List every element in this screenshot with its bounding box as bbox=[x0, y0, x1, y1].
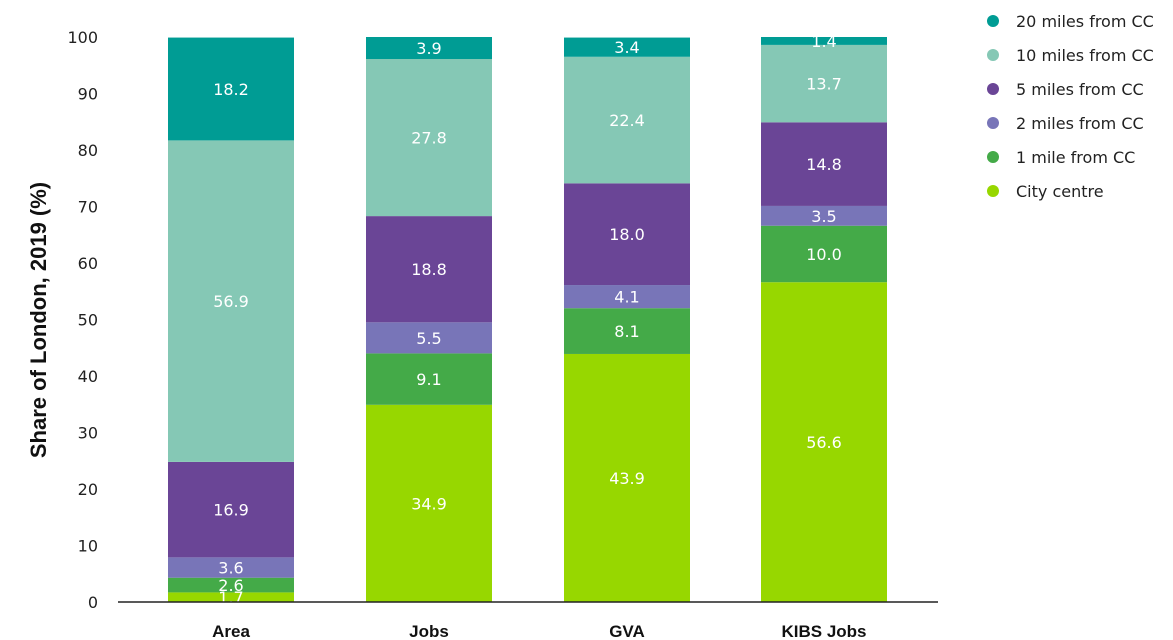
legend-marker bbox=[987, 185, 999, 197]
data-label: 13.7 bbox=[806, 75, 842, 94]
bar-segment bbox=[564, 353, 690, 602]
data-label: 3.5 bbox=[811, 207, 836, 226]
y-tick-label: 80 bbox=[78, 141, 98, 160]
x-tick-label: GVA bbox=[609, 622, 645, 640]
data-label: 56.6 bbox=[806, 433, 842, 452]
data-label: 9.1 bbox=[416, 370, 441, 389]
bar-segment bbox=[366, 322, 492, 354]
legend-marker bbox=[987, 117, 999, 129]
legend-marker bbox=[987, 49, 999, 61]
data-label: 14.8 bbox=[806, 155, 842, 174]
y-tick-label: 70 bbox=[78, 198, 98, 217]
data-label: 1.4 bbox=[811, 32, 836, 51]
bar-segment bbox=[168, 557, 294, 578]
bar-segment bbox=[366, 59, 492, 217]
legend: 20 miles from CC 10 miles from CC 5 miles … bbox=[987, 12, 1154, 201]
data-label: 43.9 bbox=[609, 469, 645, 488]
bar-segment bbox=[761, 37, 887, 45]
bar-segment bbox=[564, 37, 690, 57]
y-axis-label: Share of London, 2019 (%) bbox=[26, 182, 51, 458]
data-label: 27.8 bbox=[411, 129, 447, 148]
data-label: 3.9 bbox=[416, 39, 441, 58]
data-label: 3.4 bbox=[614, 38, 639, 57]
bar-segment bbox=[366, 37, 492, 60]
bar-segment bbox=[168, 592, 294, 602]
y-tick-label: 20 bbox=[78, 480, 98, 499]
data-label: 16.9 bbox=[213, 501, 249, 520]
data-label: 4.1 bbox=[614, 288, 639, 307]
x-tick-label: KIBS Jobs bbox=[781, 622, 866, 640]
legend-marker bbox=[987, 83, 999, 95]
bar-segment bbox=[168, 461, 294, 558]
data-label: 34.9 bbox=[411, 494, 447, 513]
legend-label: 5 miles from CC bbox=[1016, 80, 1144, 99]
y-tick-label: 50 bbox=[78, 311, 98, 330]
data-label: 18.8 bbox=[411, 260, 447, 279]
bar-segment bbox=[168, 140, 294, 462]
bar-segment bbox=[366, 404, 492, 602]
x-tick-label: Area bbox=[212, 622, 250, 640]
legend-label: City centre bbox=[1016, 182, 1104, 201]
legend-marker bbox=[987, 151, 999, 163]
data-label: 3.6 bbox=[218, 559, 243, 578]
data-label: 22.4 bbox=[609, 111, 645, 130]
bar-segment bbox=[564, 308, 690, 354]
data-label: 56.9 bbox=[213, 292, 249, 311]
data-label: 2.6 bbox=[218, 576, 243, 595]
legend-label: 10 miles from CC bbox=[1016, 46, 1154, 65]
bar-segment bbox=[366, 353, 492, 405]
y-tick-label: 60 bbox=[78, 254, 98, 273]
bar-segment bbox=[761, 282, 887, 602]
legend-label: 1 mile from CC bbox=[1016, 148, 1135, 167]
legend-label: 2 miles from CC bbox=[1016, 114, 1144, 133]
data-label: 18.2 bbox=[213, 80, 249, 99]
bar-segment bbox=[761, 122, 887, 206]
bar-segment bbox=[168, 577, 294, 593]
data-label: 18.0 bbox=[609, 225, 645, 244]
bar-segment bbox=[761, 205, 887, 226]
data-label: 8.1 bbox=[614, 322, 639, 341]
y-tick-label: 90 bbox=[78, 85, 98, 104]
bars: 1.72.63.616.956.918.234.99.15.518.827.83… bbox=[168, 32, 887, 607]
bar-segment bbox=[761, 225, 887, 283]
bar-segment bbox=[564, 183, 690, 286]
bar-segment bbox=[564, 285, 690, 309]
bar-segment bbox=[168, 37, 294, 141]
legend-label: 20 miles from CC bbox=[1016, 12, 1154, 31]
bar-segment bbox=[366, 216, 492, 323]
x-axis-categories: Area Jobs GVA KIBS Jobs bbox=[212, 622, 866, 640]
bar-segment bbox=[564, 56, 690, 184]
y-tick-label: 10 bbox=[78, 537, 98, 556]
y-tick-label: 0 bbox=[88, 593, 98, 612]
x-tick-label: Jobs bbox=[409, 622, 449, 640]
y-tick-label: 40 bbox=[78, 367, 98, 386]
legend-marker bbox=[987, 15, 999, 27]
data-label: 10.0 bbox=[806, 245, 842, 264]
bar-segment bbox=[761, 44, 887, 123]
y-axis-ticks: 0 10 20 30 40 50 60 70 80 90 100 bbox=[67, 28, 98, 612]
y-tick-label: 30 bbox=[78, 424, 98, 443]
y-tick-label: 100 bbox=[67, 28, 98, 47]
data-label: 5.5 bbox=[416, 329, 441, 348]
